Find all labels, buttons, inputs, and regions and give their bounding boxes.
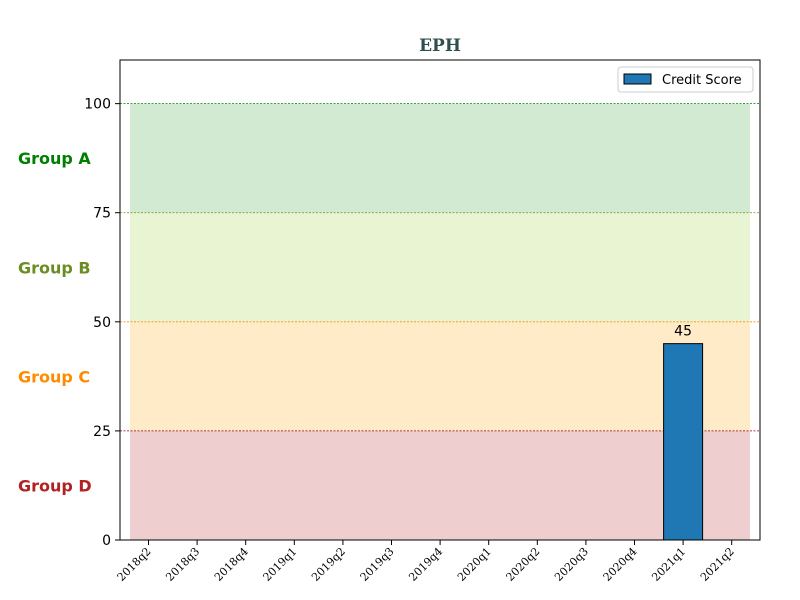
x-tick-label: 2019q1 bbox=[260, 545, 299, 584]
x-tick-label: 2019q3 bbox=[358, 545, 397, 584]
band-group-b bbox=[130, 212, 750, 322]
x-tick-label: 2019q4 bbox=[406, 545, 445, 584]
group-label-group-d: Group D bbox=[18, 476, 92, 495]
legend-swatch bbox=[623, 73, 652, 85]
data-labels: 45 bbox=[674, 324, 692, 340]
x-tick-label: 2018q4 bbox=[212, 545, 251, 584]
band-group-a bbox=[130, 103, 750, 213]
chart-title: EPH bbox=[419, 36, 461, 56]
data-label-2021q1: 45 bbox=[674, 324, 692, 340]
group-label-group-c: Group C bbox=[18, 367, 90, 386]
y-axis: 0 25 50 75 100 bbox=[84, 97, 120, 549]
legend: Credit Score bbox=[617, 66, 754, 93]
group-label-group-b: Group B bbox=[18, 258, 91, 277]
y-tick-label: 75 bbox=[93, 206, 111, 222]
group-label-group-a: Group A bbox=[18, 149, 91, 168]
band-group-c bbox=[130, 321, 750, 431]
band-group-d bbox=[130, 430, 750, 540]
band-threshold-lines bbox=[120, 103, 760, 432]
x-axis: 2018q2 2018q3 2018q4 2019q1 2019q2 2019q3 2019… bbox=[115, 540, 737, 584]
x-tick-label: 2020q2 bbox=[503, 545, 542, 584]
x-tick-label: 2018q2 bbox=[115, 545, 154, 584]
bars bbox=[663, 343, 704, 541]
x-tick-label: 2019q2 bbox=[309, 545, 348, 584]
x-tick-label: 2020q3 bbox=[552, 545, 591, 584]
x-tick-label: 2020q4 bbox=[601, 545, 640, 584]
x-tick-label: 2021q1 bbox=[649, 545, 688, 584]
y-tick-label: 0 bbox=[102, 533, 111, 549]
x-tick-label: 2018q3 bbox=[163, 545, 202, 584]
y-tick-label: 50 bbox=[93, 315, 111, 331]
legend-label: Credit Score bbox=[662, 73, 742, 88]
x-tick-label: 2021q2 bbox=[698, 545, 737, 584]
y-tick-label: 25 bbox=[93, 424, 111, 440]
group-labels: Group A Group B Group C Group D bbox=[18, 149, 92, 495]
y-tick-label: 100 bbox=[84, 97, 111, 113]
group-bands bbox=[130, 103, 750, 540]
x-tick-label: 2020q1 bbox=[455, 545, 494, 584]
legend-box bbox=[617, 66, 754, 93]
bar-2021q1 bbox=[663, 343, 704, 541]
